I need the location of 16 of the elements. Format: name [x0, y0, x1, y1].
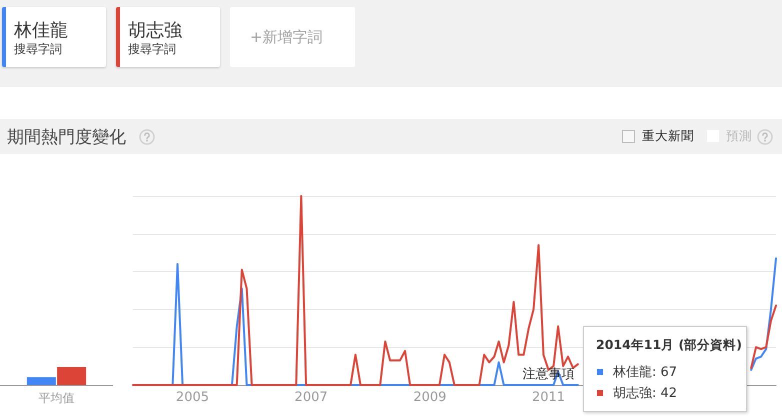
add-button: +新增字詞 [230, 7, 355, 67]
x-tick-label: 2005 [176, 390, 210, 405]
chart-title: 期間熱門度變化 [7, 128, 126, 148]
annotation: 林佳龍: 67 [613, 364, 678, 381]
annotation: 2014年11月 (部分資料) [596, 337, 742, 353]
x-tick-label: 平均值 [38, 391, 74, 405]
x-tick-label: 2009 [413, 390, 446, 405]
text: 預測 [726, 128, 752, 144]
tooltip-box: 2014年11月 (部分資料) 林佳龍: 67 胡志強: 42 [583, 326, 747, 412]
x-tick-label: 2007 [294, 390, 328, 405]
text: 搜尋字詞 [128, 42, 176, 56]
x-tick-label: 2011 [532, 390, 566, 405]
legend-label: 林佳龍 [14, 20, 68, 41]
text: 搜尋字詞 [14, 42, 62, 56]
text: 重大新聞 [642, 128, 694, 144]
legend-label: 胡志強 [128, 20, 182, 41]
